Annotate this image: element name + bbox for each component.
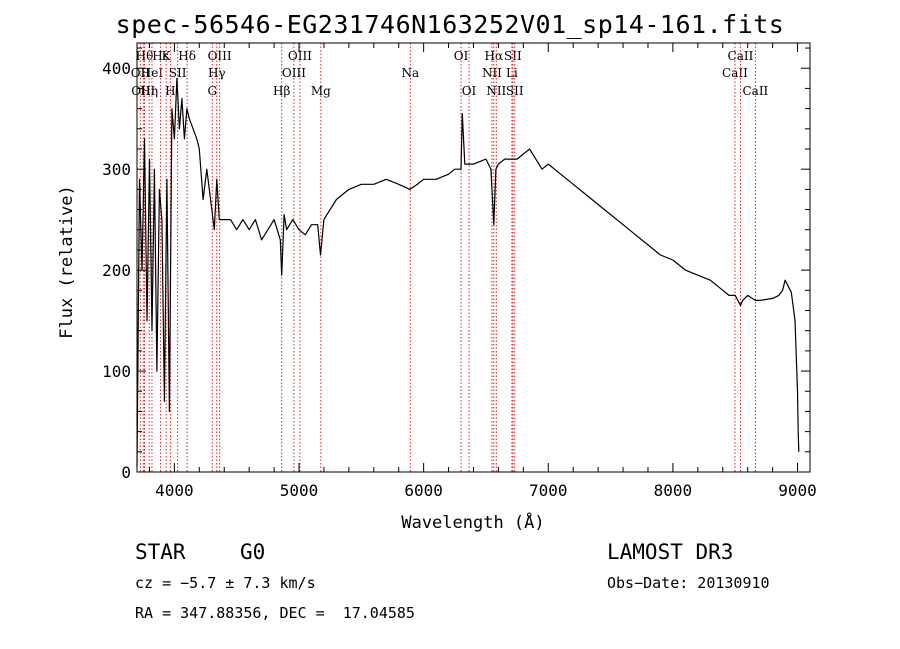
line-label-5: Hε (152, 49, 169, 63)
line-label-28: CaII (742, 84, 768, 98)
line-label-12: OIII (208, 49, 232, 63)
x-tick-label-3: 7000 (529, 481, 568, 500)
line-label-7: H (165, 84, 175, 98)
object-subclass: G0 (240, 540, 266, 564)
x-tick-label-4: 8000 (654, 481, 693, 500)
x-tick-label-1: 5000 (280, 481, 319, 500)
line-label-16: Mg (311, 84, 331, 98)
line-label-27: CaII (728, 49, 754, 63)
line-label-14: OIII (282, 66, 306, 80)
line-label-15: OIII (288, 49, 312, 63)
x-tick-label-5: 9000 (778, 481, 817, 500)
coordinates: RA = 347.88356, DEC = 17.04585 (135, 604, 415, 622)
survey-name: LAMOST DR3 (607, 540, 734, 564)
y-tick-label-0: 0 (121, 463, 131, 482)
y-tick-label-1: 100 (102, 362, 131, 381)
spectrum-series (136, 77, 800, 468)
object-class: STAR (135, 540, 186, 564)
line-label-21: Hα (485, 49, 504, 63)
y-tick-label-3: 300 (102, 160, 131, 179)
spectrum-line (136, 77, 800, 468)
y-tick-label-4: 400 (102, 59, 131, 78)
line-label-6: K (162, 49, 172, 63)
line-markers: OIIOIIIHθHηHeIHεKHSIIHδGHγOIIIHβOIIIOIII… (131, 43, 769, 472)
redshift-velocity: cz = −5.7 ± 7.3 km/s (135, 574, 316, 592)
line-label-22: NII (486, 84, 506, 98)
line-label-20: NII (482, 66, 502, 80)
line-label-2: Hθ (136, 49, 154, 63)
line-label-19: OI (462, 84, 477, 98)
observation-date: Obs−Date: 20130910 (607, 574, 770, 592)
chart-title: spec-56546-EG231746N163252V01_sp14-161.f… (115, 10, 785, 39)
line-label-4: HeI (141, 66, 164, 80)
line-label-17: Na (401, 66, 419, 80)
line-label-23: Li (506, 66, 518, 80)
line-label-11: Hγ (208, 66, 226, 80)
y-tick-label-2: 200 (102, 261, 131, 280)
x-tick-label-0: 4000 (155, 481, 194, 500)
line-label-26: CaII (722, 66, 748, 80)
x-axis-label: Wavelength (Å) (401, 511, 544, 533)
plot-frame (136, 42, 811, 473)
line-label-24: SII (504, 49, 522, 63)
line-label-8: SII (169, 66, 187, 80)
line-label-13: Hβ (273, 84, 290, 98)
line-label-9: Hδ (178, 49, 196, 63)
y-axis-label: Flux (relative) (57, 185, 77, 339)
line-label-18: OI (454, 49, 469, 63)
x-tick-label-2: 6000 (404, 481, 443, 500)
line-label-0: OII (131, 66, 151, 80)
line-label-25: SII (506, 84, 524, 98)
line-label-10: G (207, 84, 217, 98)
axis-ticks: 4000 5000 6000 7000 8000 9000 0 100 200 300 400 (102, 43, 817, 500)
line-label-3: Hη (140, 84, 158, 98)
